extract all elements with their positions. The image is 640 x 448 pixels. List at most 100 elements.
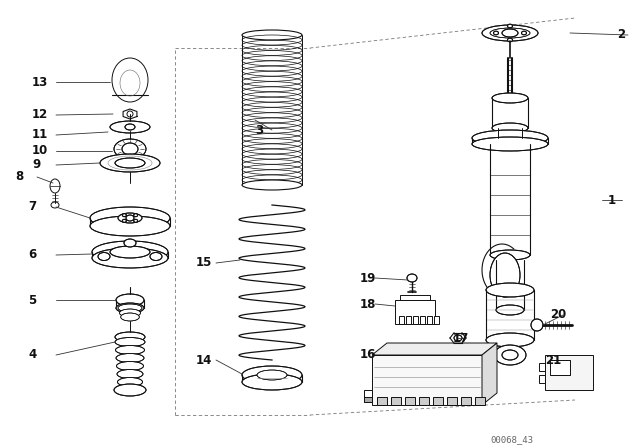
Ellipse shape — [490, 250, 530, 260]
Ellipse shape — [490, 253, 520, 297]
Ellipse shape — [92, 248, 168, 268]
Text: 21: 21 — [545, 353, 561, 366]
Ellipse shape — [508, 24, 513, 28]
Ellipse shape — [110, 121, 150, 133]
Ellipse shape — [115, 345, 145, 354]
Ellipse shape — [92, 241, 168, 263]
Text: 5: 5 — [28, 293, 36, 306]
Bar — [391, 397, 401, 405]
Text: 10: 10 — [32, 145, 48, 158]
Bar — [405, 397, 415, 405]
Bar — [475, 397, 485, 405]
Ellipse shape — [115, 332, 145, 342]
Ellipse shape — [486, 333, 534, 347]
Bar — [433, 397, 443, 405]
Bar — [364, 397, 372, 402]
Bar — [461, 397, 471, 405]
Bar — [539, 363, 545, 371]
Text: 19: 19 — [360, 271, 376, 284]
Ellipse shape — [257, 370, 287, 380]
Ellipse shape — [472, 137, 548, 151]
Text: 8: 8 — [15, 171, 23, 184]
Ellipse shape — [502, 350, 518, 360]
Ellipse shape — [496, 305, 524, 315]
Text: 14: 14 — [196, 353, 212, 366]
Ellipse shape — [117, 370, 143, 379]
Text: 20: 20 — [550, 309, 566, 322]
Ellipse shape — [116, 353, 144, 362]
Ellipse shape — [134, 214, 138, 217]
Ellipse shape — [122, 220, 126, 222]
Ellipse shape — [114, 384, 146, 396]
Text: 12: 12 — [32, 108, 48, 121]
Text: 17: 17 — [453, 332, 469, 345]
Ellipse shape — [531, 319, 543, 331]
Ellipse shape — [493, 31, 499, 35]
Ellipse shape — [126, 215, 134, 221]
Text: 9: 9 — [32, 159, 40, 172]
Polygon shape — [482, 343, 497, 405]
Ellipse shape — [116, 294, 144, 306]
Text: 3: 3 — [255, 124, 263, 137]
Ellipse shape — [90, 216, 170, 236]
Ellipse shape — [100, 154, 160, 172]
Bar — [447, 397, 457, 405]
Bar — [395, 300, 435, 324]
Ellipse shape — [110, 246, 150, 258]
Text: 6: 6 — [28, 249, 36, 262]
Ellipse shape — [122, 143, 138, 155]
Text: 15: 15 — [196, 257, 212, 270]
Ellipse shape — [114, 139, 146, 159]
Bar — [364, 390, 372, 402]
Ellipse shape — [490, 28, 530, 38]
Ellipse shape — [522, 31, 527, 35]
Polygon shape — [372, 343, 497, 355]
Bar — [550, 360, 570, 375]
Text: 1: 1 — [608, 194, 616, 207]
Bar — [419, 397, 429, 405]
Bar — [420, 316, 425, 324]
Text: 2: 2 — [617, 29, 625, 42]
Text: 00068_43: 00068_43 — [490, 435, 533, 444]
Ellipse shape — [486, 283, 534, 297]
Ellipse shape — [454, 335, 462, 341]
Ellipse shape — [492, 123, 528, 133]
Ellipse shape — [492, 93, 528, 103]
Ellipse shape — [125, 124, 135, 130]
Bar — [377, 397, 387, 405]
Text: 11: 11 — [32, 129, 48, 142]
Bar — [372, 355, 482, 405]
Bar — [413, 316, 418, 324]
Ellipse shape — [116, 362, 143, 370]
Ellipse shape — [124, 239, 136, 247]
Ellipse shape — [134, 220, 138, 222]
Ellipse shape — [98, 253, 110, 260]
Bar — [434, 316, 439, 324]
Ellipse shape — [150, 253, 162, 260]
Text: 4: 4 — [28, 349, 36, 362]
Ellipse shape — [122, 214, 126, 217]
Ellipse shape — [407, 274, 417, 282]
Bar — [406, 316, 411, 324]
Text: 7: 7 — [28, 201, 36, 214]
Ellipse shape — [116, 303, 144, 313]
Ellipse shape — [118, 304, 142, 312]
Text: 18: 18 — [360, 297, 376, 310]
Ellipse shape — [242, 30, 302, 40]
Bar — [539, 375, 545, 383]
Ellipse shape — [242, 374, 302, 390]
Ellipse shape — [472, 130, 548, 146]
Bar — [400, 295, 430, 300]
Ellipse shape — [115, 337, 145, 346]
Ellipse shape — [482, 25, 538, 41]
Ellipse shape — [242, 366, 302, 384]
Ellipse shape — [494, 345, 526, 365]
Ellipse shape — [90, 207, 170, 229]
Ellipse shape — [120, 309, 141, 317]
Text: 16: 16 — [360, 349, 376, 362]
Text: 13: 13 — [32, 76, 48, 89]
Bar — [545, 355, 593, 390]
Bar — [399, 316, 404, 324]
Ellipse shape — [508, 38, 513, 42]
Ellipse shape — [121, 313, 140, 321]
